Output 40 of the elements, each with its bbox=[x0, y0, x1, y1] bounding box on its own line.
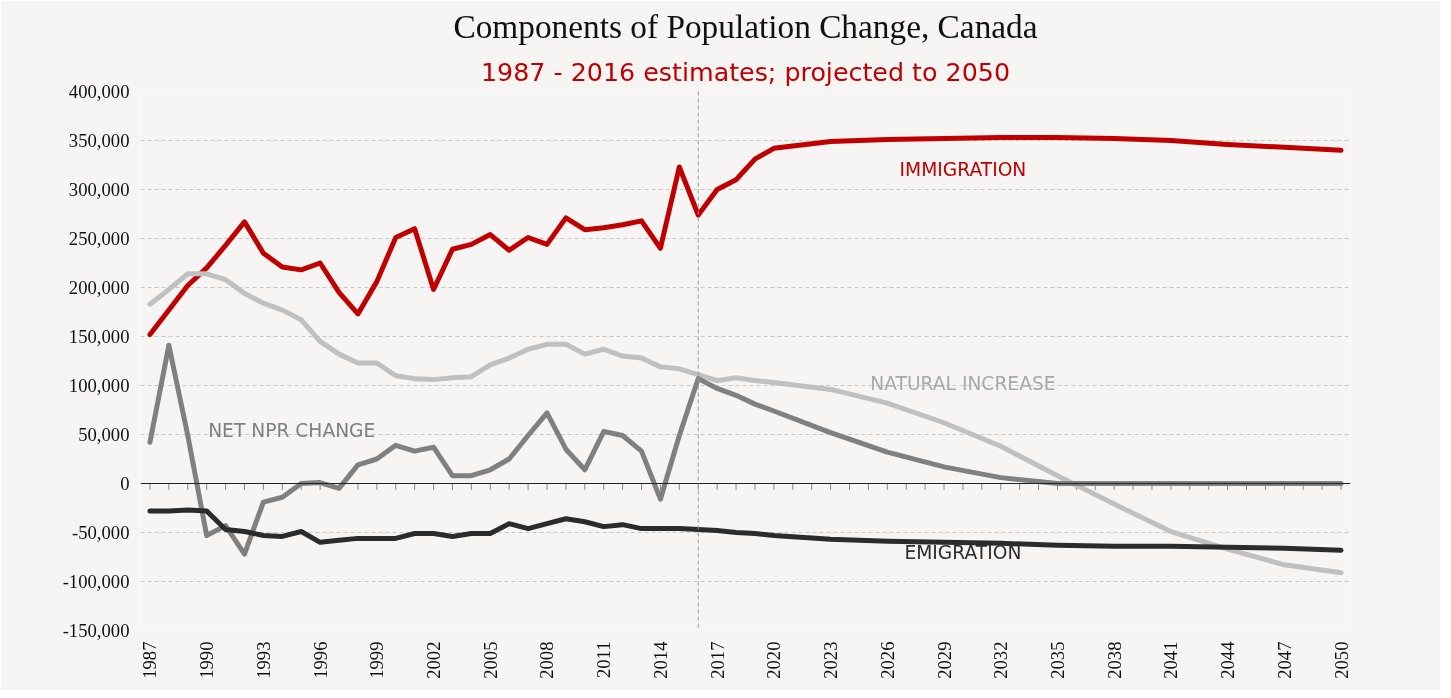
y-tick-label: -100,000 bbox=[62, 571, 130, 592]
chart-title: Components of Population Change, Canada bbox=[453, 7, 1038, 45]
y-tick-label: 350,000 bbox=[68, 130, 130, 151]
y-tick-label: -50,000 bbox=[71, 522, 130, 543]
y-tick-label: 250,000 bbox=[68, 228, 130, 249]
x-tick-label: 2029 bbox=[933, 641, 955, 679]
x-tick-label: 2008 bbox=[536, 641, 558, 679]
y-tick-label: 0 bbox=[120, 473, 130, 494]
y-tick-label: 150,000 bbox=[68, 326, 130, 347]
x-tick-label: 1993 bbox=[252, 641, 274, 679]
series-label: EMIGRATION bbox=[904, 541, 1022, 563]
x-tick-label: 2014 bbox=[649, 640, 671, 679]
x-tick-label: 2002 bbox=[423, 641, 445, 679]
x-tick-label: 1987 bbox=[139, 641, 161, 679]
x-tick-label: 1999 bbox=[366, 641, 388, 679]
x-tick-label: 1996 bbox=[309, 641, 331, 679]
x-tick-label: 2041 bbox=[1160, 641, 1182, 679]
y-tick-label: -150,000 bbox=[62, 620, 130, 641]
x-tick-label: 2023 bbox=[820, 641, 842, 679]
x-tick-label: 2044 bbox=[1217, 640, 1239, 679]
y-tick-label: 100,000 bbox=[68, 375, 130, 396]
x-tick-label: 2020 bbox=[763, 641, 785, 679]
x-tick-label: 2011 bbox=[593, 641, 615, 679]
x-tick-label: 2017 bbox=[706, 641, 728, 679]
x-tick-label: 2032 bbox=[990, 641, 1012, 679]
series-label: NET NPR CHANGE bbox=[208, 420, 376, 442]
x-tick-label: 2038 bbox=[1103, 641, 1125, 679]
series-label: NATURAL INCREASE bbox=[870, 373, 1056, 395]
y-tick-label: 50,000 bbox=[78, 424, 130, 445]
x-tick-label: 1990 bbox=[196, 641, 218, 679]
chart-subtitle: 1987 - 2016 estimates; projected to 2050 bbox=[481, 56, 1010, 87]
series-label: IMMIGRATION bbox=[899, 159, 1027, 181]
x-tick-label: 2035 bbox=[1046, 641, 1068, 679]
y-tick-label: 300,000 bbox=[68, 179, 130, 200]
x-tick-label: 2047 bbox=[1273, 641, 1295, 679]
x-tick-label: 2005 bbox=[479, 641, 501, 679]
y-tick-label: 400,000 bbox=[68, 81, 130, 102]
x-tick-label: 2026 bbox=[876, 641, 898, 679]
y-tick-label: 200,000 bbox=[68, 277, 130, 298]
x-tick-label: 2050 bbox=[1330, 641, 1352, 679]
